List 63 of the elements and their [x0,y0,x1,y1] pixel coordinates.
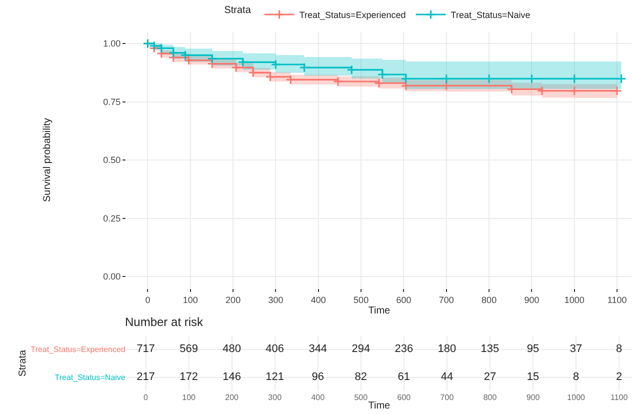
x-tick-label: 700 [438,294,454,305]
x-tick-label: 500 [354,393,368,402]
y-tick-label: 0.50 [103,155,121,166]
data-label: 344 [308,343,328,356]
x-tick-label: 1100 [607,294,627,305]
x-tick-label: 500 [354,294,369,305]
legend-label: Treat_Status=Experienced [299,10,406,20]
x-tick-label: 400 [310,294,326,305]
x-tick-label: 1000 [567,393,586,402]
x-tick-label: 400 [311,393,326,402]
data-label: 61 [398,371,410,384]
x-tick-label: 1000 [564,294,584,305]
x-tick-label: 600 [396,294,412,305]
y-tick-label: 0.25 [103,213,121,224]
data-label: 569 [180,343,198,356]
data-label: 480 [222,343,241,356]
x-tick-label: 300 [268,393,282,402]
data-label: 2 [616,371,622,384]
data-label: 96 [312,371,324,384]
data-label: 146 [222,371,241,384]
y-tick-label: 1.00 [103,38,121,49]
x-tick-label: 900 [524,294,540,305]
x-axis-title: Time [368,305,391,316]
data-label: 294 [352,343,370,356]
y-axis-title: Survival probability [42,118,54,202]
data-label: 717 [136,343,155,356]
x-tick-label: 100 [182,393,196,402]
chart-title: Number at risk [125,315,204,329]
x-tick-label: 800 [483,393,498,402]
data-label: 37 [570,343,582,356]
y-tick-label: 0.00 [103,272,121,282]
x-tick-label: 800 [482,294,497,305]
x-tick-label: 900 [526,393,540,402]
x-tick-label: 0 [145,294,150,305]
data-label: 27 [484,371,496,384]
legend-title: Strata [224,5,252,16]
data-label: 8 [572,371,580,384]
legend-label: Treat_Status=Naive [450,10,530,20]
x-tick-label: 200 [226,294,241,305]
x-tick-label: 200 [225,393,240,402]
data-label: 135 [480,343,500,356]
data-label: 82 [354,371,368,384]
x-tick-label: 300 [268,294,284,305]
data-label: 8 [616,343,622,356]
data-label: 44 [440,371,454,384]
data-label: 172 [180,371,198,384]
y-tick-label: Treat_Status=Experienced [30,345,126,354]
x-tick-label: 0 [144,393,149,402]
data-label: 15 [526,371,540,384]
data-label: 121 [266,371,284,384]
data-label: 406 [266,343,284,356]
x-tick-label: 1100 [610,393,628,402]
data-label: 180 [438,343,456,356]
x-tick-label: 700 [440,393,454,402]
data-label: 95 [526,343,540,356]
y-axis-title: Strata [18,350,29,377]
x-tick-label: 100 [182,294,198,305]
data-label: 217 [136,371,155,384]
y-tick-label: 0.75 [103,96,121,107]
x-tick-label: 600 [397,393,412,402]
data-label: 236 [394,343,414,356]
x-axis-title: Time [368,400,391,412]
y-tick-label: Treat_Status=Naive [54,373,126,382]
